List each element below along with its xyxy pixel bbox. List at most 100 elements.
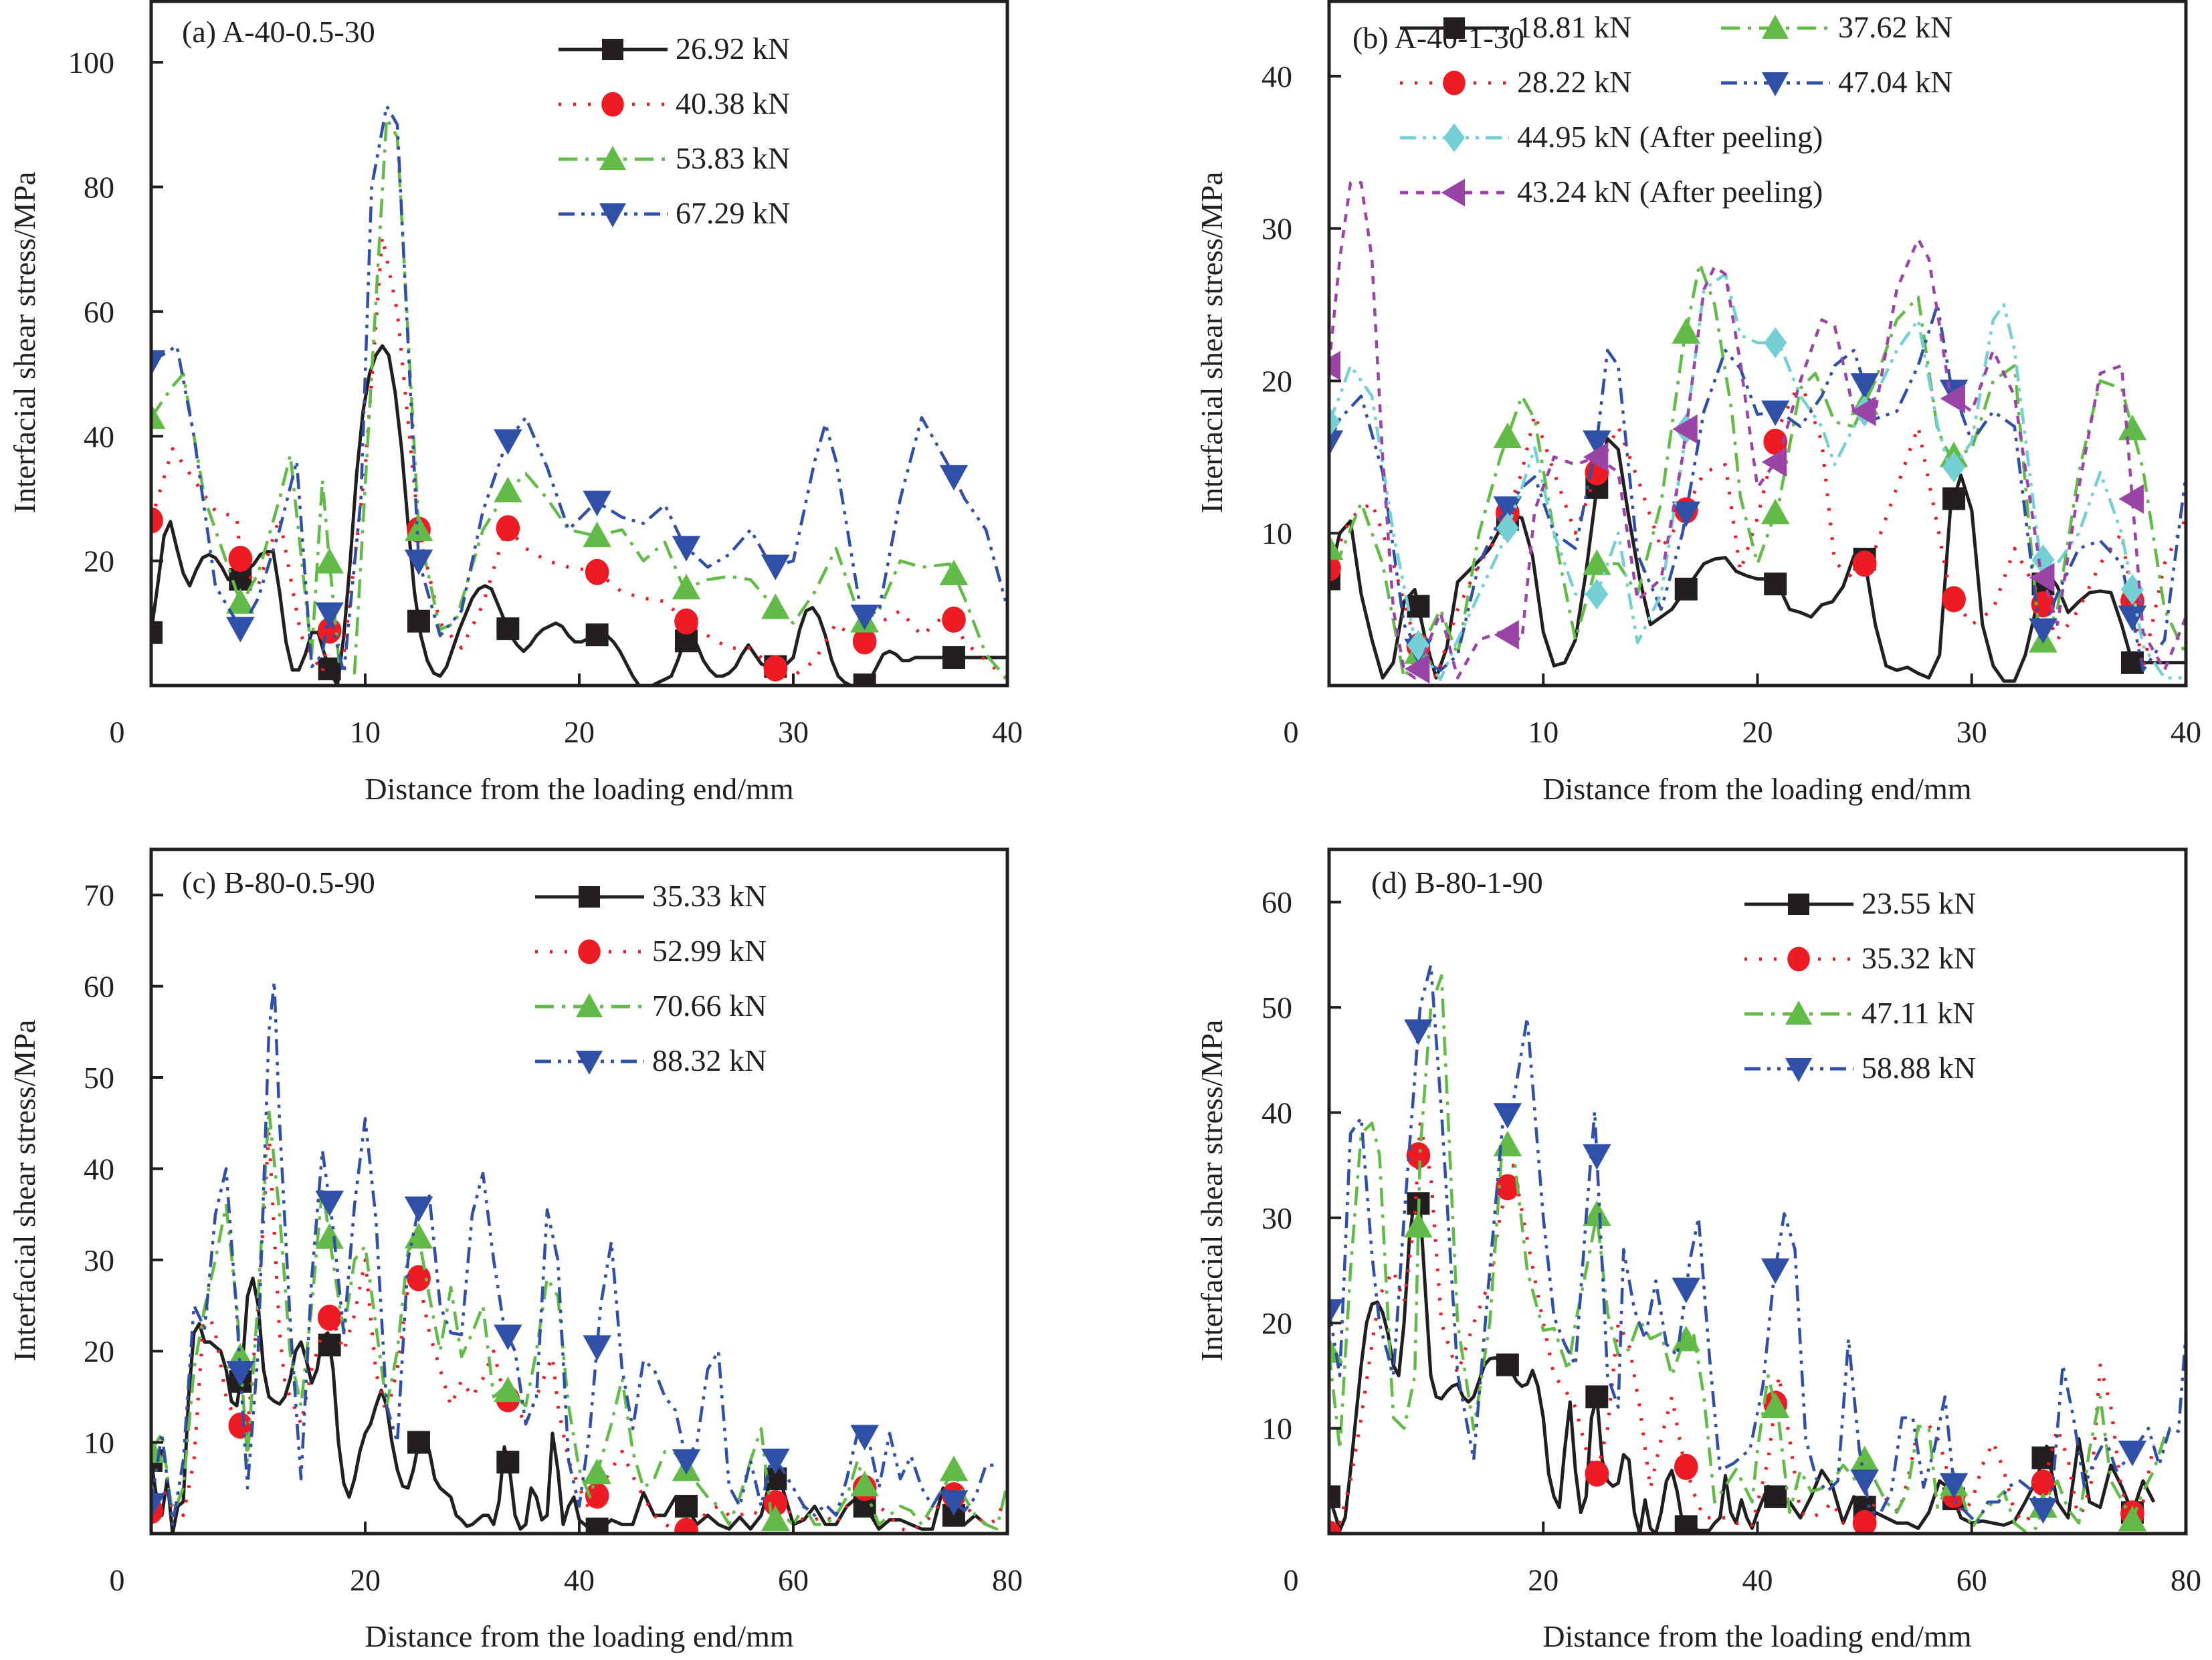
panel-c: 20 40 60 80 10 20 30 40 50 60 70 (c) B-80-0.5-90 0…: [7, 847, 1023, 1653]
series-line: [1329, 303, 2186, 672]
data-point: [1942, 487, 1966, 510]
data-point: [1493, 422, 1522, 448]
legend-item: 88.32 kN: [535, 1043, 767, 1077]
data-point: [1405, 653, 1430, 684]
panel-d: 20 40 60 80 10 20 30 40 50 60 (d) B-80-1-90 0 Dis…: [1195, 847, 2201, 1653]
x-tick-label: 30: [778, 715, 809, 749]
y-tick-label: 80: [84, 171, 114, 205]
legend-label: 18.81 kN: [1517, 10, 1631, 44]
data-point: [674, 608, 698, 635]
legend-marker-icon: [576, 1051, 603, 1075]
series-line: [151, 1108, 1007, 1531]
legend-marker-icon: [1762, 72, 1789, 96]
data-point: [585, 1482, 609, 1509]
data-point: [1494, 619, 1519, 650]
data-point: [1329, 1485, 1340, 1508]
data-point: [1674, 577, 1698, 601]
x-axis-title: Distance from the loading end/mm: [1542, 1619, 1972, 1653]
data-point: [939, 465, 969, 491]
legend-marker-icon: [599, 203, 626, 227]
legend-item: 35.32 kN: [1744, 941, 1976, 975]
data-point: [850, 1471, 879, 1497]
y-tick-label: 50: [84, 1061, 114, 1095]
legend-label: 37.62 kN: [1838, 10, 1952, 44]
y-tick-label: 20: [84, 1334, 114, 1368]
data-point: [407, 1431, 430, 1454]
data-point: [1496, 1353, 1519, 1376]
legend-label: 23.55 kN: [1862, 886, 1976, 920]
x-tick-label: 20: [350, 1563, 381, 1597]
data-point: [1851, 396, 1876, 427]
data-point: [407, 1265, 431, 1291]
data-point: [1850, 1469, 1879, 1495]
data-point: [496, 1451, 520, 1474]
data-point: [2120, 651, 2144, 674]
panel-a: 10 20 30 40 20 40 60 80 100 (a) A-40-0.5-30 0 Di…: [7, 0, 1023, 806]
data-point: [2118, 605, 2147, 631]
series-line: [1329, 1122, 2156, 1534]
legend-item: 53.83 kN: [559, 141, 790, 175]
legend-item: 52.99 kN: [535, 934, 767, 968]
data-point: [583, 1335, 611, 1361]
x-tick-label: 20: [564, 715, 595, 749]
data-point: [1761, 447, 1787, 478]
y-axis-title: Interfacial shear stress/MPa: [1195, 172, 1229, 514]
legend-label: 47.04 kN: [1838, 65, 1952, 99]
legend-item: 58.88 kN: [1744, 1051, 1976, 1085]
data-point: [2029, 562, 2055, 593]
data-point: [1493, 1103, 1522, 1129]
legend-label: 35.33 kN: [652, 879, 767, 913]
legend-marker-icon: [1787, 946, 1810, 972]
data-point: [1939, 1473, 1969, 1499]
data-point: [315, 602, 344, 628]
series-line: [151, 344, 1007, 686]
data-point: [1329, 406, 1340, 437]
legend-item: 37.62 kN: [1721, 10, 1952, 44]
y-tick-label: 50: [1262, 991, 1292, 1025]
legend-item: 18.81 kN: [1400, 10, 1631, 44]
data-point: [761, 1448, 790, 1475]
data-point: [494, 476, 522, 503]
data-point: [226, 617, 255, 643]
y-tick-label: 20: [1262, 364, 1292, 398]
data-point: [1583, 1200, 1611, 1227]
legend-marker-icon: [1443, 70, 1466, 96]
legend-marker-icon: [1762, 15, 1789, 39]
data-point: [942, 646, 965, 669]
legend-marker-icon: [576, 993, 603, 1017]
legend-label: 44.95 kN (After peeling): [1517, 120, 1823, 154]
series-53-83-kn: [151, 116, 1007, 681]
x-tick-label: 60: [1956, 1563, 1987, 1597]
data-point: [2029, 1498, 2057, 1524]
data-point: [585, 1518, 609, 1534]
y-axis-title: Interfacial shear stress/MPa: [1195, 1020, 1229, 1362]
data-point: [1583, 442, 1609, 472]
data-point: [2118, 1441, 2147, 1467]
origin-label: 0: [1284, 1563, 1299, 1597]
data-point: [228, 1413, 253, 1439]
data-point: [939, 559, 969, 585]
data-point: [763, 655, 788, 682]
legend-item: 35.33 kN: [535, 879, 767, 913]
legend: 23.55 kN 35.32 kN 47.11 kN 58.88 kN: [1744, 886, 1976, 1085]
legend-item: 40.38 kN: [559, 86, 790, 120]
data-point: [407, 609, 430, 633]
legend-marker-icon: [1788, 894, 1809, 915]
data-point: [672, 1449, 701, 1475]
data-point: [942, 606, 966, 633]
series-35-33-kn: [151, 1276, 987, 1534]
data-point: [761, 1505, 790, 1532]
legend-item: 28.22 kN: [1400, 65, 1631, 99]
data-point: [672, 574, 701, 600]
data-point: [1674, 1515, 1698, 1534]
data-point: [1329, 430, 1344, 456]
data-point: [1852, 550, 1877, 577]
legend-item: 43.24 kN (After peeling): [1400, 175, 1823, 209]
legend-item: 47.04 kN: [1721, 65, 1952, 99]
series-70-66-kn: [151, 1108, 1007, 1532]
data-point: [939, 1455, 969, 1481]
y-tick-label: 10: [1262, 516, 1292, 550]
series-line: [151, 980, 997, 1526]
data-point: [1329, 534, 1344, 560]
data-point: [761, 554, 790, 581]
